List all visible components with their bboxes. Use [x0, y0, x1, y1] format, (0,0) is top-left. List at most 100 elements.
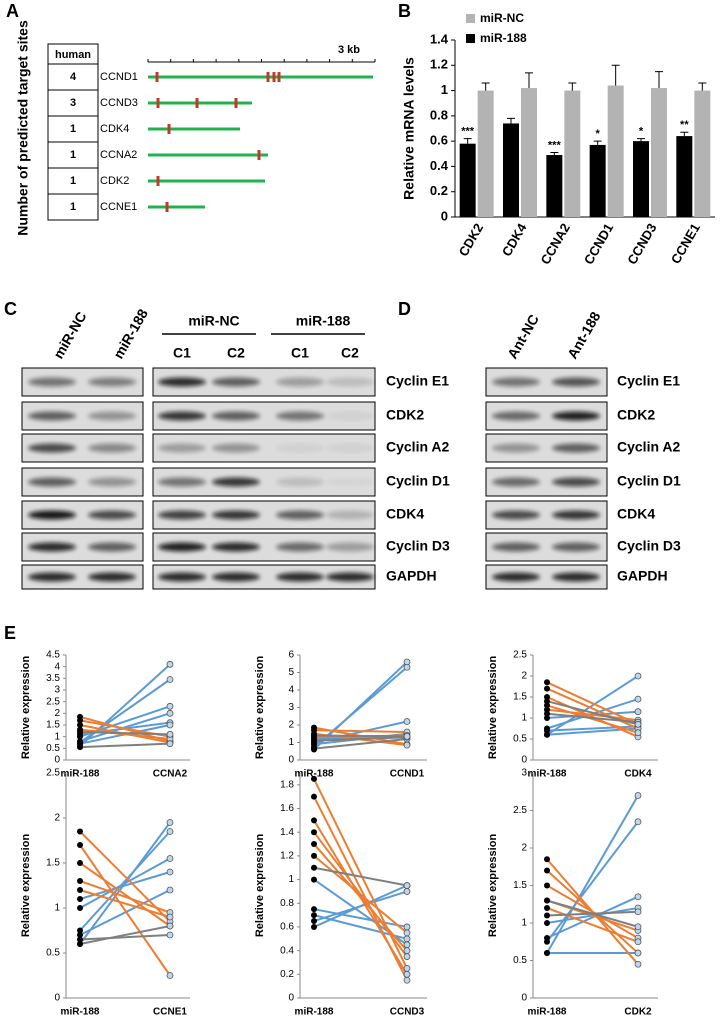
point-left	[77, 878, 83, 884]
point-right	[403, 882, 411, 889]
x-tick-label: CDK4	[499, 220, 530, 259]
lane-label: C1	[173, 345, 191, 361]
significance: **	[680, 119, 689, 131]
protein-label: GAPDH	[386, 568, 437, 584]
band	[212, 377, 260, 387]
point-right	[166, 730, 174, 738]
point-left	[311, 745, 317, 752]
error-bar	[481, 82, 490, 91]
band	[28, 443, 76, 453]
point-left	[544, 905, 550, 911]
legend-label: miR-188	[480, 31, 527, 45]
target-site	[155, 72, 159, 82]
point-right	[634, 720, 642, 728]
point-right	[403, 976, 411, 984]
point-right	[166, 868, 174, 876]
band	[88, 477, 136, 487]
y-tick-label: 1	[521, 713, 527, 724]
pair-line	[79, 925, 171, 945]
lane-label: C2	[227, 345, 245, 361]
point-left	[77, 842, 83, 848]
target-site	[266, 72, 270, 82]
y-tick-label: 0.2	[430, 183, 448, 198]
y-tick-label: 0.6	[280, 922, 294, 933]
pair-line	[313, 908, 408, 928]
point-right	[166, 740, 174, 748]
point-right	[166, 721, 174, 729]
point-right	[634, 792, 642, 799]
bar	[503, 123, 519, 217]
band	[326, 542, 374, 552]
point-left	[544, 715, 550, 721]
y-tick-label: 1	[521, 918, 527, 929]
y-tick-label: 2	[54, 708, 60, 719]
significance: ***	[548, 139, 562, 151]
pair-line	[546, 681, 639, 726]
bar	[521, 88, 537, 218]
lane-label: Ant-NC	[504, 312, 542, 362]
point-left	[77, 896, 83, 902]
point-left	[544, 679, 550, 686]
lane-label: miR-NC	[50, 309, 90, 361]
point-right	[166, 676, 174, 683]
point-right	[403, 935, 411, 943]
pair-line	[79, 830, 171, 932]
point-left	[544, 698, 550, 705]
band	[552, 377, 600, 387]
point-right	[403, 741, 411, 749]
protein-label: Cyclin A2	[386, 439, 449, 455]
y-tick-label: 5	[288, 667, 294, 678]
point-left	[77, 860, 83, 866]
y-tick-label: 1.5	[46, 858, 60, 869]
x-tick-label: CCND1	[390, 769, 425, 780]
error-bar	[525, 72, 533, 89]
point-right	[403, 732, 411, 740]
point-left	[544, 731, 550, 738]
site-count: 3	[70, 97, 76, 109]
point-right	[634, 960, 642, 968]
band	[158, 443, 206, 453]
y-tick-label: 4	[54, 661, 60, 672]
lane-label: C2	[341, 345, 359, 361]
band	[326, 377, 374, 387]
bar	[651, 88, 667, 218]
table-header: human	[55, 49, 91, 61]
bar	[694, 90, 711, 217]
bar	[633, 141, 649, 217]
band	[552, 443, 600, 453]
band	[492, 377, 540, 387]
x-tick-label: CCNE1	[668, 221, 703, 267]
pair-line	[313, 736, 408, 742]
axis-label: Number of predicted target sites	[15, 20, 31, 236]
pair-line	[546, 700, 639, 726]
pair-line	[546, 899, 639, 928]
error-bar	[463, 138, 472, 144]
y-tick-label: 0.4	[430, 158, 449, 173]
x-tick-label: CCNE1	[153, 1007, 187, 1018]
band	[552, 477, 600, 487]
band	[158, 477, 206, 487]
point-right	[403, 923, 411, 931]
panel-label: A	[6, 1, 19, 21]
panel-label: D	[398, 299, 411, 319]
target-site	[156, 176, 160, 186]
x-tick-label: CDK4	[624, 769, 652, 780]
table-cell	[47, 193, 99, 221]
y-tick-label: 0	[441, 208, 448, 223]
point-right	[166, 886, 174, 894]
y-tick-label: 1	[288, 737, 294, 748]
pair-line	[546, 687, 639, 730]
point-left	[77, 717, 83, 724]
y-tick-label: 0.4	[280, 945, 294, 956]
pair-line	[546, 708, 639, 722]
point-right	[634, 923, 642, 931]
band	[28, 542, 76, 552]
x-tick-label: CCND3	[390, 1007, 425, 1018]
gene-name: CCND1	[100, 71, 138, 83]
bar	[477, 90, 494, 217]
pair-line	[313, 729, 408, 733]
y-tick-label: 2.5	[46, 696, 60, 707]
pair-line	[313, 666, 408, 748]
point-left	[77, 932, 83, 938]
y-tick-label: 0	[54, 993, 60, 1004]
